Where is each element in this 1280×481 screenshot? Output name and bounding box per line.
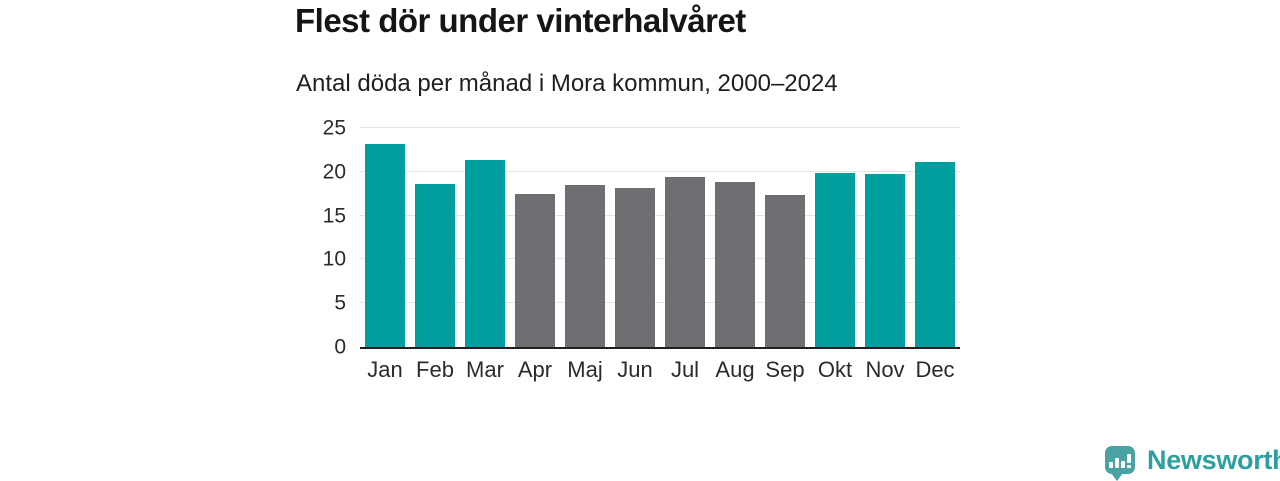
gridline: [360, 214, 960, 216]
x-tick-label-mar: Mar: [466, 357, 504, 382]
bar-slot: [760, 128, 810, 347]
bar-sep: [765, 194, 805, 347]
bar-slot: [560, 128, 610, 347]
bar-slot: [460, 128, 510, 347]
y-tick-label: 0: [334, 335, 346, 359]
chart-subtitle: Antal döda per månad i Mora kommun, 2000…: [296, 70, 838, 97]
bar-slot: [410, 128, 460, 347]
logo-bars-glyph: [1109, 454, 1131, 468]
x-tick-label-nov: Nov: [865, 357, 905, 382]
bar-okt: [815, 172, 855, 347]
bar-slot: [360, 128, 410, 347]
x-axis-labels: Jan Feb Mar Apr Maj Jun Jul Aug Sep Okt Nov Dec: [360, 357, 960, 382]
x-tick-label-jul: Jul: [670, 357, 700, 382]
bar-slot: [860, 128, 910, 347]
newsworthy-logo: Newsworthy: [1105, 443, 1280, 481]
bar-aug: [715, 182, 755, 347]
y-tick-label: 10: [322, 247, 346, 271]
y-tick-label: 20: [322, 160, 346, 184]
x-tick-label-feb: Feb: [416, 357, 454, 382]
bar-slot: [660, 128, 710, 347]
gridline: [360, 302, 960, 304]
x-tick-label-dec: Dec: [915, 357, 955, 382]
chart-card: Flest dör under vinterhalvåret Antal död…: [290, 0, 1280, 481]
bar-maj: [565, 184, 605, 347]
y-axis-labels: 0 5 10 15 20 25: [290, 118, 346, 358]
bar-nov: [865, 174, 905, 347]
logo-exclamation-glyph: [1127, 454, 1131, 468]
bar-feb: [415, 184, 455, 347]
gridline: [360, 170, 960, 172]
plot-area: [360, 127, 960, 349]
brand-name: Newsworthy: [1147, 445, 1280, 475]
bar-slot: [610, 128, 660, 347]
bar-chart-speech-bubble-icon: [1105, 446, 1135, 474]
speech-bubble-tail: [1111, 473, 1123, 481]
x-tick-label-jun: Jun: [617, 357, 653, 382]
bar-jan: [365, 143, 405, 347]
bar-series: [360, 128, 960, 347]
y-tick-label: 15: [322, 204, 346, 228]
gridline: [360, 258, 960, 260]
bar-jul: [665, 177, 705, 347]
bar-slot: [810, 128, 860, 347]
chart-title: Flest dör under vinterhalvåret: [295, 2, 746, 39]
x-tick-label-apr: Apr: [517, 357, 553, 382]
x-tick-label-aug: Aug: [715, 357, 755, 382]
bar-slot: [510, 128, 560, 347]
gridline: [360, 127, 960, 128]
x-tick-label-jan: Jan: [367, 357, 403, 382]
bar-mar: [465, 159, 505, 347]
y-tick-label: 5: [334, 291, 346, 315]
x-tick-label-maj: Maj: [567, 357, 603, 382]
bar-slot: [910, 128, 960, 347]
bar-slot: [710, 128, 760, 347]
bar-dec: [915, 162, 955, 347]
bar-jun: [615, 188, 655, 347]
y-tick-label: 25: [322, 116, 346, 140]
bar-apr: [515, 193, 555, 347]
x-tick-label-okt: Okt: [817, 357, 853, 382]
x-tick-label-sep: Sep: [765, 357, 805, 382]
